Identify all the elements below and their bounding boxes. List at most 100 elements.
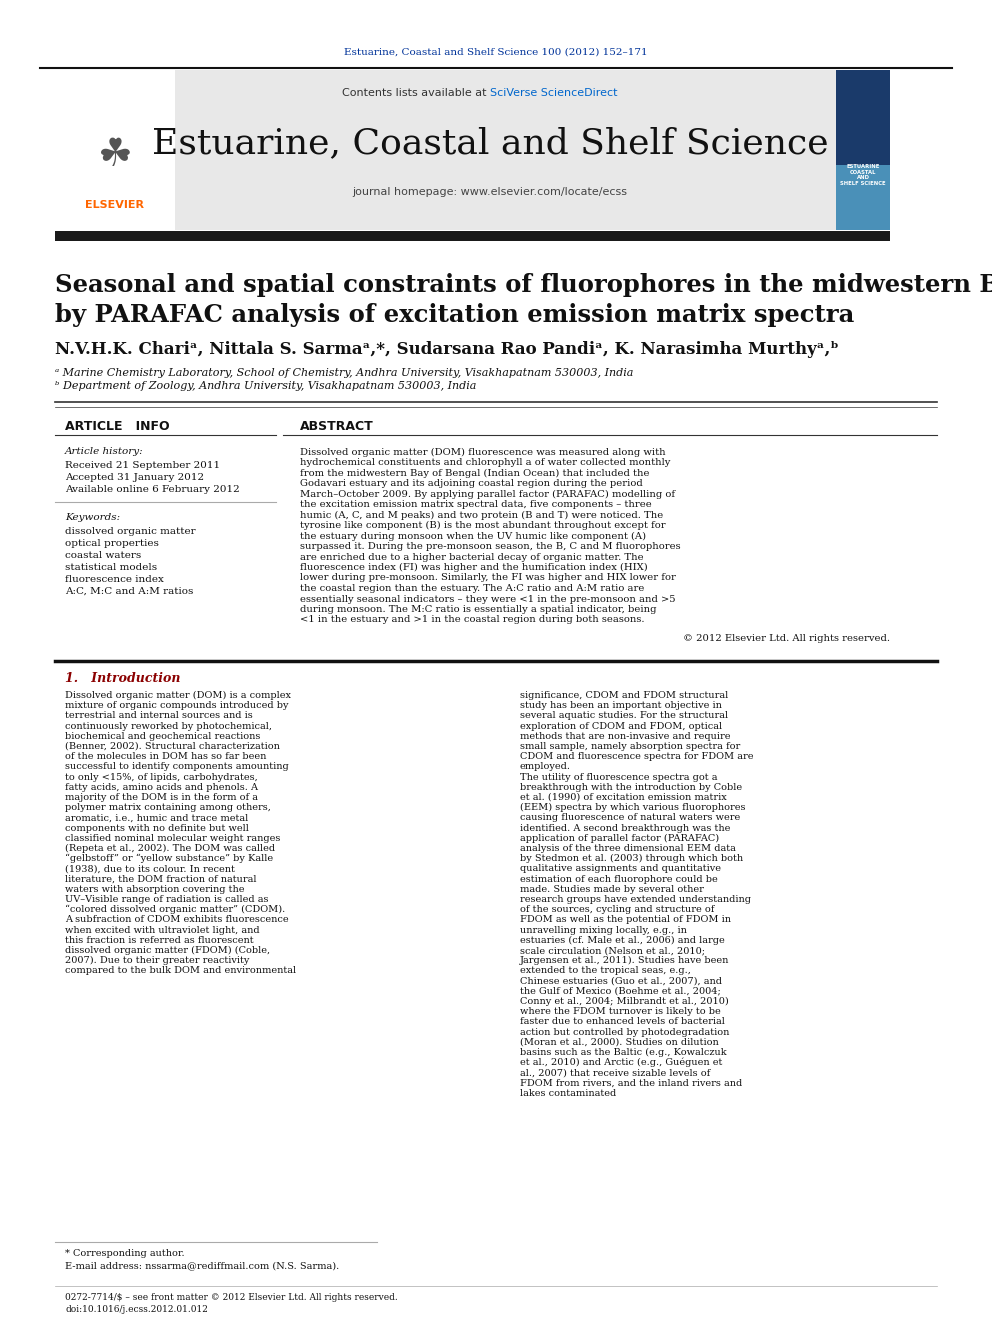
Text: lower during pre-monsoon. Similarly, the FI was higher and HIX lower for: lower during pre-monsoon. Similarly, the… [300, 573, 676, 582]
Text: (1938), due to its colour. In recent: (1938), due to its colour. In recent [65, 864, 235, 873]
Bar [836, 165, 890, 230]
Text: statistical models: statistical models [65, 562, 157, 572]
Text: hydrochemical constituents and chlorophyll a of water collected monthly: hydrochemical constituents and chlorophy… [300, 458, 671, 467]
Text: of the sources, cycling and structure of: of the sources, cycling and structure of [520, 905, 714, 914]
Text: (EEM) spectra by which various fluorophores: (EEM) spectra by which various fluoropho… [520, 803, 746, 812]
Text: surpassed it. During the pre-monsoon season, the B, C and M fluorophores: surpassed it. During the pre-monsoon sea… [300, 542, 681, 550]
Text: classified nominal molecular weight ranges: classified nominal molecular weight rang… [65, 833, 281, 843]
Text: Received 21 September 2011: Received 21 September 2011 [65, 460, 220, 470]
Text: et al. (1990) of excitation emission matrix: et al. (1990) of excitation emission mat… [520, 792, 727, 802]
Text: identified. A second breakthrough was the: identified. A second breakthrough was th… [520, 824, 730, 832]
Text: Article history:: Article history: [65, 447, 144, 456]
Text: essentially seasonal indicators – they were <1 in the pre-monsoon and >5: essentially seasonal indicators – they w… [300, 594, 676, 603]
Text: estimation of each fluorophore could be: estimation of each fluorophore could be [520, 875, 718, 884]
Text: ARTICLE   INFO: ARTICLE INFO [65, 419, 170, 433]
Text: al., 2007) that receive sizable levels of: al., 2007) that receive sizable levels o… [520, 1069, 710, 1077]
Text: analysis of the three dimensional EEM data: analysis of the three dimensional EEM da… [520, 844, 736, 853]
Text: literature, the DOM fraction of natural: literature, the DOM fraction of natural [65, 875, 257, 884]
Text: faster due to enhanced levels of bacterial: faster due to enhanced levels of bacteri… [520, 1017, 725, 1027]
Bar [55, 232, 890, 241]
Text: causing fluorescence of natural waters were: causing fluorescence of natural waters w… [520, 814, 740, 823]
Text: Godavari estuary and its adjoining coastal region during the period: Godavari estuary and its adjoining coast… [300, 479, 643, 488]
Text: mixture of organic compounds introduced by: mixture of organic compounds introduced … [65, 701, 289, 710]
Text: successful to identify components amounting: successful to identify components amount… [65, 762, 289, 771]
Text: the estuary during monsoon when the UV humic like component (A): the estuary during monsoon when the UV h… [300, 532, 646, 541]
Bar [55, 70, 890, 230]
Text: journal homepage: www.elsevier.com/locate/ecss: journal homepage: www.elsevier.com/locat… [352, 187, 628, 197]
Text: polymer matrix containing among others,: polymer matrix containing among others, [65, 803, 271, 812]
Text: fatty acids, amino acids and phenols. A: fatty acids, amino acids and phenols. A [65, 783, 258, 791]
Text: dissolved organic matter (FDOM) (Coble,: dissolved organic matter (FDOM) (Coble, [65, 946, 270, 955]
Text: (Repeta et al., 2002). The DOM was called: (Repeta et al., 2002). The DOM was calle… [65, 844, 275, 853]
Text: several aquatic studies. For the structural: several aquatic studies. For the structu… [520, 712, 728, 721]
Text: “gelbstoff” or “yellow substance” by Kalle: “gelbstoff” or “yellow substance” by Kal… [65, 855, 273, 864]
Text: ESTUARINE
COASTAL
AND
SHELF SCIENCE: ESTUARINE COASTAL AND SHELF SCIENCE [840, 164, 886, 187]
Text: Accepted 31 January 2012: Accepted 31 January 2012 [65, 472, 204, 482]
Text: majority of the DOM is in the form of a: majority of the DOM is in the form of a [65, 792, 258, 802]
Text: study has been an important objective in: study has been an important objective in [520, 701, 722, 710]
Text: 2007). Due to their greater reactivity: 2007). Due to their greater reactivity [65, 957, 249, 966]
Text: The utility of fluorescence spectra got a: The utility of fluorescence spectra got … [520, 773, 717, 782]
Text: where the FDOM turnover is likely to be: where the FDOM turnover is likely to be [520, 1007, 721, 1016]
Text: E-mail address: nssarma@rediffmail.com (N.S. Sarma).: E-mail address: nssarma@rediffmail.com (… [65, 1262, 339, 1270]
Text: breakthrough with the introduction by Coble: breakthrough with the introduction by Co… [520, 783, 742, 791]
Text: by PARAFAC analysis of excitation emission matrix spectra: by PARAFAC analysis of excitation emissi… [55, 303, 854, 327]
Text: aromatic, i.e., humic and trace metal: aromatic, i.e., humic and trace metal [65, 814, 248, 823]
Text: tyrosine like component (B) is the most abundant throughout except for: tyrosine like component (B) is the most … [300, 521, 666, 531]
Text: Keywords:: Keywords: [65, 512, 120, 521]
Text: small sample, namely absorption spectra for: small sample, namely absorption spectra … [520, 742, 740, 751]
Text: waters with absorption covering the: waters with absorption covering the [65, 885, 244, 894]
Text: Seasonal and spatial constraints of fluorophores in the midwestern Bay of Bengal: Seasonal and spatial constraints of fluo… [55, 273, 992, 296]
Text: SciVerse ScienceDirect: SciVerse ScienceDirect [490, 89, 617, 98]
Text: Dissolved organic matter (DOM) fluorescence was measured along with: Dissolved organic matter (DOM) fluoresce… [300, 447, 666, 456]
Text: FDOM as well as the potential of FDOM in: FDOM as well as the potential of FDOM in [520, 916, 731, 925]
Text: action but controlled by photodegradation: action but controlled by photodegradatio… [520, 1028, 729, 1037]
Text: estuaries (cf. Male et al., 2006) and large: estuaries (cf. Male et al., 2006) and la… [520, 935, 725, 945]
Text: significance, CDOM and FDOM structural: significance, CDOM and FDOM structural [520, 691, 728, 700]
Text: application of parallel factor (PARAFAC): application of parallel factor (PARAFAC) [520, 833, 719, 843]
Text: scale circulation (Nelson et al., 2010;: scale circulation (Nelson et al., 2010; [520, 946, 705, 955]
Text: the Gulf of Mexico (Boehme et al., 2004;: the Gulf of Mexico (Boehme et al., 2004; [520, 987, 721, 996]
Text: March–October 2009. By applying parallel factor (PARAFAC) modelling of: March–October 2009. By applying parallel… [300, 490, 676, 499]
Text: are enriched due to a higher bacterial decay of organic matter. The: are enriched due to a higher bacterial d… [300, 553, 644, 561]
Text: ☘: ☘ [97, 136, 133, 175]
Text: this fraction is referred as fluorescent: this fraction is referred as fluorescent [65, 935, 254, 945]
Text: exploration of CDOM and FDOM, optical: exploration of CDOM and FDOM, optical [520, 721, 722, 730]
Text: when excited with ultraviolet light, and: when excited with ultraviolet light, and [65, 926, 260, 934]
Text: Dissolved organic matter (DOM) is a complex: Dissolved organic matter (DOM) is a comp… [65, 691, 291, 700]
Text: during monsoon. The M:C ratio is essentially a spatial indicator, being: during monsoon. The M:C ratio is essenti… [300, 605, 657, 614]
Text: Estuarine, Coastal and Shelf Science: Estuarine, Coastal and Shelf Science [152, 126, 828, 160]
Text: ᵃ Marine Chemistry Laboratory, School of Chemistry, Andhra University, Visakhapa: ᵃ Marine Chemistry Laboratory, School of… [55, 368, 633, 378]
Bar [55, 70, 175, 230]
Text: of the molecules in DOM has so far been: of the molecules in DOM has so far been [65, 753, 267, 761]
Text: © 2012 Elsevier Ltd. All rights reserved.: © 2012 Elsevier Ltd. All rights reserved… [683, 634, 890, 643]
Text: ELSEVIER: ELSEVIER [85, 200, 145, 210]
Text: optical properties: optical properties [65, 538, 159, 548]
Text: A:C, M:C and A:M ratios: A:C, M:C and A:M ratios [65, 586, 193, 595]
Text: Estuarine, Coastal and Shelf Science 100 (2012) 152–171: Estuarine, Coastal and Shelf Science 100… [344, 48, 648, 57]
Text: coastal waters: coastal waters [65, 550, 141, 560]
Text: Conny et al., 2004; Milbrandt et al., 2010): Conny et al., 2004; Milbrandt et al., 20… [520, 998, 729, 1005]
Text: employed.: employed. [520, 762, 571, 771]
Text: (Moran et al., 2000). Studies on dilution: (Moran et al., 2000). Studies on dilutio… [520, 1037, 719, 1046]
Text: Available online 6 February 2012: Available online 6 February 2012 [65, 484, 240, 493]
Text: components with no definite but well: components with no definite but well [65, 824, 249, 832]
Text: ABSTRACT: ABSTRACT [300, 419, 374, 433]
Text: 1.   Introduction: 1. Introduction [65, 672, 181, 685]
Text: et al., 2010) and Arctic (e.g., Guéguen et: et al., 2010) and Arctic (e.g., Guéguen … [520, 1058, 722, 1068]
Text: Jargensen et al., 2011). Studies have been: Jargensen et al., 2011). Studies have be… [520, 957, 729, 966]
Text: by Stedmon et al. (2003) through which both: by Stedmon et al. (2003) through which b… [520, 855, 743, 864]
Text: * Corresponding author.: * Corresponding author. [65, 1249, 185, 1258]
Text: ᵇ Department of Zoology, Andhra University, Visakhapatnam 530003, India: ᵇ Department of Zoology, Andhra Universi… [55, 381, 476, 392]
Text: Contents lists available at: Contents lists available at [342, 89, 490, 98]
Text: UV–Visible range of radiation is called as: UV–Visible range of radiation is called … [65, 894, 269, 904]
Text: CDOM and fluorescence spectra for FDOM are: CDOM and fluorescence spectra for FDOM a… [520, 753, 754, 761]
Text: extended to the tropical seas, e.g.,: extended to the tropical seas, e.g., [520, 966, 690, 975]
Bar [836, 70, 890, 230]
Text: FDOM from rivers, and the inland rivers and: FDOM from rivers, and the inland rivers … [520, 1078, 742, 1088]
Text: terrestrial and internal sources and is: terrestrial and internal sources and is [65, 712, 253, 721]
Text: unravelling mixing locally, e.g., in: unravelling mixing locally, e.g., in [520, 926, 686, 934]
Text: humic (A, C, and M peaks) and two protein (B and T) were noticed. The: humic (A, C, and M peaks) and two protei… [300, 511, 664, 520]
Text: dissolved organic matter: dissolved organic matter [65, 527, 195, 536]
Text: research groups have extended understanding: research groups have extended understand… [520, 894, 751, 904]
